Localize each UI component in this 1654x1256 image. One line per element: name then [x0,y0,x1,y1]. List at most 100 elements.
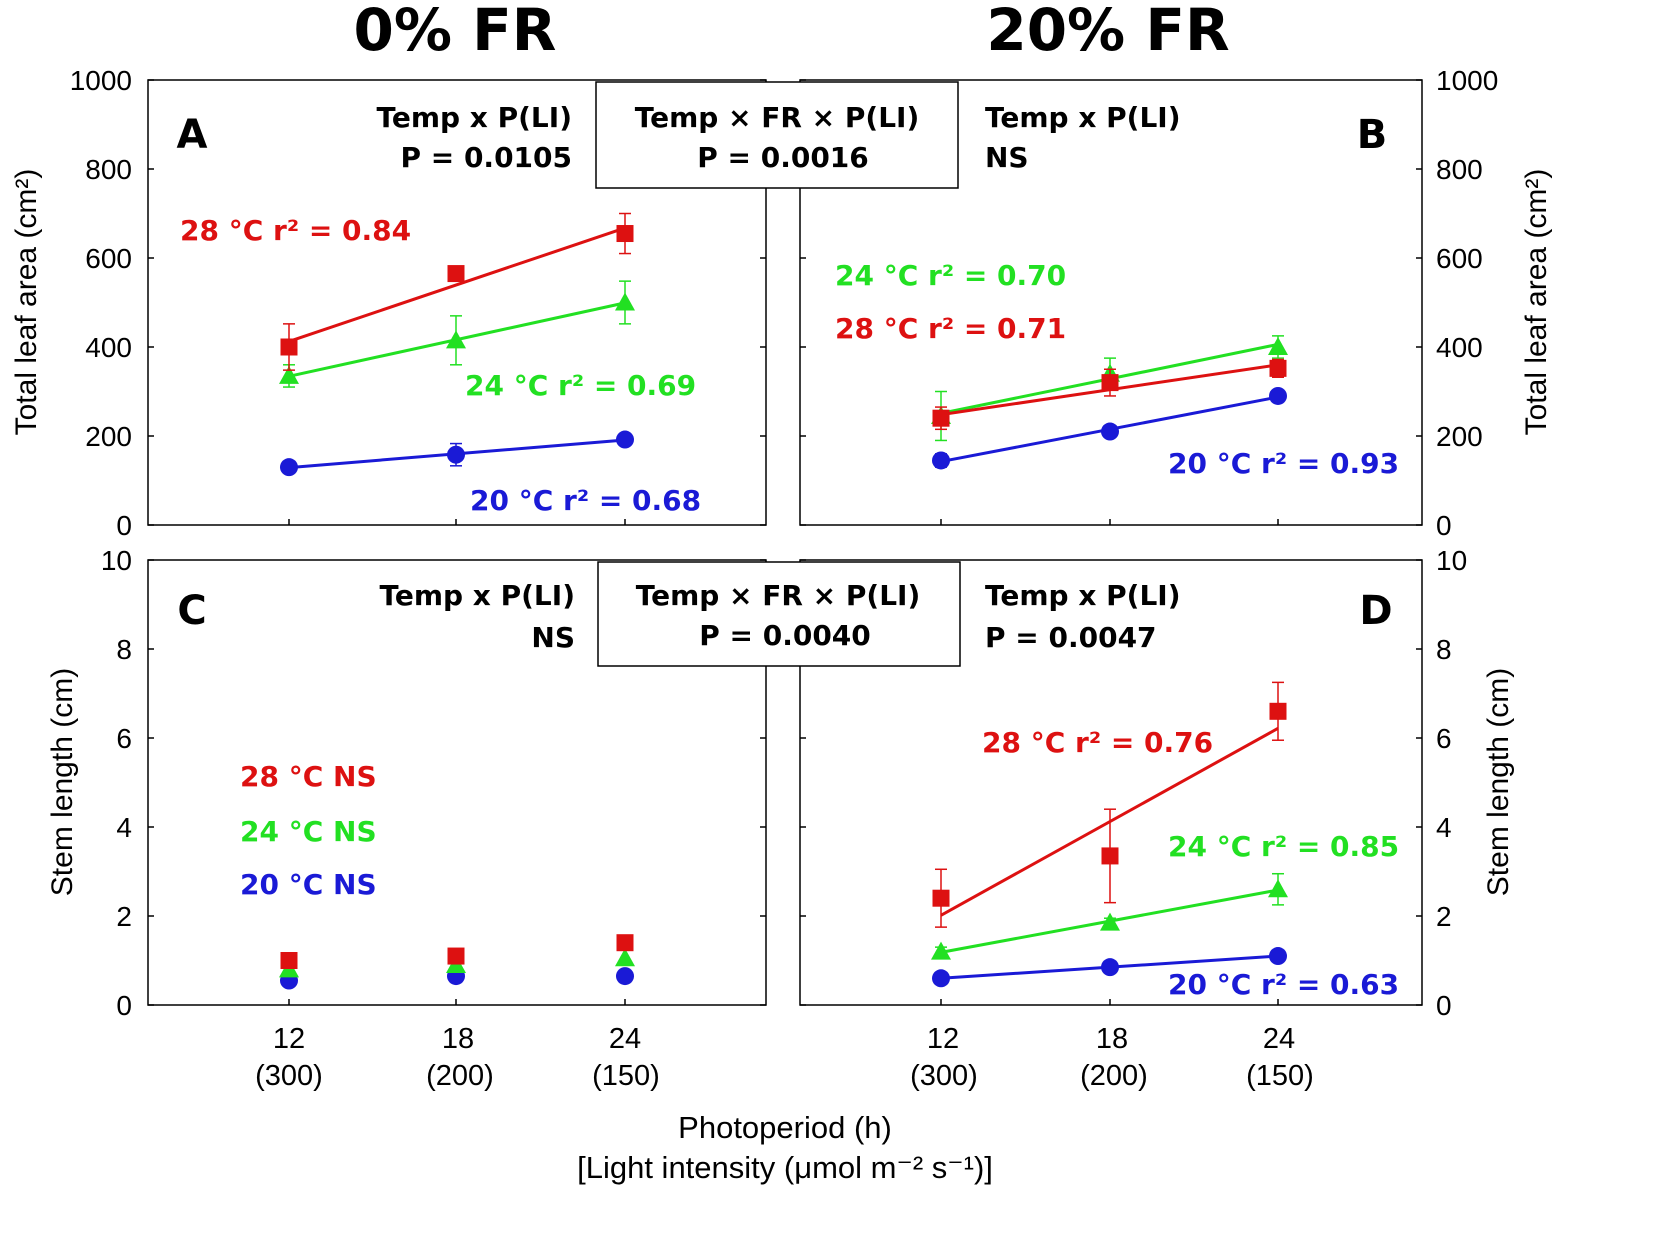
center-box-top-frame [595,81,959,189]
panel-b-ytick-label-0: 0 [1436,510,1452,541]
panel-a-ytick-label-1: 200 [85,421,132,452]
center-box-top-line2: P = 0.0016 [697,141,869,174]
panel-d-label-24: 24 °C r² = 0.85 [1168,830,1399,863]
panel-d-label-20: 20 °C r² = 0.63 [1168,968,1399,1001]
panel-a-letter: A [177,112,208,158]
panel-d-frame [799,559,1423,1006]
panel-d-24c-point-0 [931,941,951,960]
panel-a-ytick-label-5: 1000 [70,65,132,96]
center-box-top-line1: Temp × FR × P(LI) [635,101,920,134]
panel-c-label-20: 20 °C NS [240,868,377,901]
panel-a-yaxis: 0 200 400 600 800 1000 [70,65,766,541]
panel-d-ytick-label-2: 4 [1436,812,1452,843]
panel-c-label-28: 28 °C NS [240,760,377,793]
x-tick-left-12-sub: (300) [255,1060,323,1092]
panel-b-24c-point-2 [1268,337,1288,355]
panel-a-28c-point-1 [447,265,465,283]
panel-a-label-24: 24 °C r² = 0.69 [465,369,696,402]
x-tick-left-18-sub: (200) [426,1060,494,1092]
x-axis-label-line2: [Light intensity (μmol m⁻² s⁻¹)] [577,1150,993,1185]
panel-b-ytick-label-1: 200 [1436,421,1483,452]
panel-c-label-24: 24 °C NS [240,815,377,848]
panel-a-28c-point-2 [616,225,634,243]
center-box-bottom-line2: P = 0.0040 [699,619,871,652]
panel-c-24c-point-2 [615,948,635,967]
x-axis-label-line1: Photoperiod (h) [678,1110,892,1145]
panel-b-20c-point-0 [932,451,950,470]
panel-b-ytick-label-3: 600 [1436,243,1483,274]
x-tick-right-12-sub: (300) [910,1060,978,1092]
panel-d-ytick-label-1: 2 [1436,901,1452,932]
panel-d-28c-point-0 [932,889,950,907]
x-tick-left-24-sub: (150) [592,1060,660,1092]
panel-c-ytick-label-4: 8 [116,634,132,665]
panel-a-ytick-label-3: 600 [85,243,132,274]
panel-c-stat-line1: Temp x P(LI) [379,579,575,612]
x-tick-left-24: 24 [609,1023,641,1055]
panel-b-label-24: 24 °C r² = 0.70 [835,259,1066,292]
panel-b-label-28: 28 °C r² = 0.71 [835,312,1066,345]
panel-a-frame [147,79,767,526]
panel-a-ylabel: Total leaf area (cm²) [10,169,43,436]
panel-b-yaxis: 0 200 400 600 800 1000 [800,65,1498,541]
panel-a-28c-point-0 [280,338,298,356]
panel-a-ytick-label-4: 800 [85,154,132,185]
panel-c-stat-line2: NS [531,621,575,654]
panel-b-ytick-label-4: 800 [1436,154,1483,185]
panel-a-stat-line2: P = 0.0105 [400,141,572,174]
center-box-bottom-frame [597,561,961,667]
panel-a-20c-point-1 [447,445,465,464]
panel-b-20c-point-1 [1101,422,1119,441]
x-tick-right-18-sub: (200) [1080,1060,1148,1092]
panel-a-label-20: 20 °C r² = 0.68 [470,484,701,517]
panel-b-label-20: 20 °C r² = 0.93 [1168,447,1399,480]
center-box-bottom: Temp × FR × P(LI) P = 0.0040 [597,561,961,667]
panel-d-24c-point-2 [1268,879,1288,898]
panel-d-28c-point-1 [1101,847,1119,865]
panel-b-ytick-label-2: 400 [1436,332,1483,363]
x-tick-right-12: 12 [927,1023,959,1055]
panel-b-ylabel: Total leaf area (cm²) [1520,169,1553,436]
panel-d-stat-line2: P = 0.0047 [985,621,1157,654]
panel-d-20c-point-0 [932,969,950,988]
x-tick-left-18: 18 [442,1023,474,1055]
panel-a-24c-point-1 [446,330,466,349]
panel-d-label-28: 28 °C r² = 0.76 [982,726,1213,759]
panel-c-ytick-label-2: 4 [116,812,132,843]
panel-d-24c-point-1 [1100,912,1120,931]
panel-a-ytick-label-2: 400 [85,332,132,363]
panel-a-20c-point-0 [280,458,298,477]
panel-d-ytick-label-0: 0 [1436,990,1452,1021]
panel-b-letter: B [1357,112,1388,158]
panel-c-28c-point-1 [447,947,465,965]
panel-a-24c-point-0 [279,365,299,384]
panel-b-stat-line2: NS [985,141,1029,174]
col-title-0fr: 0% FR [354,0,557,64]
panel-d-ytick-label-3: 6 [1436,723,1452,754]
panel-a-24c-point-2 [615,292,635,311]
panel-c-28c-point-2 [616,934,634,952]
col-title-20fr: 20% FR [986,0,1229,64]
panel-a-20c-point-2 [616,430,634,449]
panel-c-ytick-label-3: 6 [116,723,132,754]
panel-c-letter: C [177,588,206,634]
panel-d-stat-line1: Temp x P(LI) [985,579,1181,612]
panel-b-28c-point-1 [1101,374,1119,392]
x-tick-left-12: 12 [273,1023,305,1055]
x-tick-right-24: 24 [1263,1023,1295,1055]
panel-c-ylabel: Stem length (cm) [46,668,79,896]
panel-b-stat-line1: Temp x P(LI) [985,101,1181,134]
panel-b-20c-point-2 [1269,386,1287,405]
panel-c-ytick-label-1: 2 [116,901,132,932]
panel-c-frame [147,559,767,1006]
center-box-top: Temp × FR × P(LI) P = 0.0016 [595,81,959,189]
center-box-bottom-line1: Temp × FR × P(LI) [636,579,921,612]
panel-d-ylabel: Stem length (cm) [1482,668,1515,896]
panel-a-ytick-label-0: 0 [116,510,132,541]
panel-d-20c-point-2 [1269,947,1287,966]
x-ticks-right: 12 (300) 18 (200) 24 (150) [910,1023,1314,1092]
